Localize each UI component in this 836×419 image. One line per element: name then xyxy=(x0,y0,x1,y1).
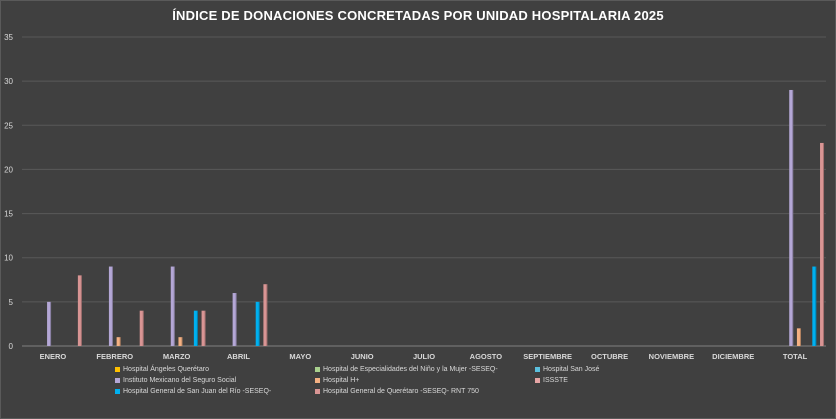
legend-label: Hospital San José xyxy=(543,366,600,373)
bar-shade xyxy=(80,275,82,346)
x-tick-label: JULIO xyxy=(413,352,435,361)
y-tick-label: 15 xyxy=(4,210,13,219)
bar-shade xyxy=(266,284,268,346)
legend-item: Instituto Mexicano del Seguro Social xyxy=(115,377,305,384)
x-tick-label: DICIEMBRE xyxy=(712,352,754,361)
x-tick-label: ABRIL xyxy=(227,352,250,361)
legend-label: Hospital General de Querétaro -SESEQ- RN… xyxy=(323,388,479,395)
bar-shade xyxy=(799,328,801,346)
legend-label: Instituto Mexicano del Seguro Social xyxy=(123,377,237,384)
bar-shade xyxy=(142,310,144,346)
bar xyxy=(108,266,113,346)
legend-item: Hospital San José xyxy=(535,366,735,373)
legend-label: Hospital H+ xyxy=(323,377,360,384)
bar-shade xyxy=(111,266,113,346)
bar-shade xyxy=(119,337,121,346)
x-tick-label: MAYO xyxy=(289,352,311,361)
x-tick-label: TOTAL xyxy=(783,352,808,361)
bar xyxy=(263,284,268,346)
legend-swatch xyxy=(535,378,540,383)
y-tick-label: 20 xyxy=(4,165,13,174)
x-tick-label: FEBRERO xyxy=(96,352,133,361)
x-tick-label: SEPTIEMBRE xyxy=(523,352,572,361)
legend-swatch xyxy=(115,389,120,394)
chart-title: ÍNDICE DE DONACIONES CONCRETADAS POR UNI… xyxy=(172,8,664,23)
legend-swatch xyxy=(315,389,320,394)
bar xyxy=(232,293,237,346)
bar xyxy=(47,301,52,346)
bar xyxy=(116,337,121,346)
legend-swatch xyxy=(315,367,320,372)
bar-shade xyxy=(181,337,183,346)
legend-label: Hospital de Especialidades del Niño y la… xyxy=(323,366,498,373)
x-tick-label: MARZO xyxy=(163,352,191,361)
legend-item: ISSSTE xyxy=(535,377,735,384)
y-tick-label: 35 xyxy=(4,33,13,42)
x-tick-label: OCTUBRE xyxy=(591,352,628,361)
bar-shade xyxy=(173,266,175,346)
legend-item: Hospital H+ xyxy=(315,377,525,384)
bar xyxy=(820,142,825,346)
bar xyxy=(178,337,183,346)
bar-shade xyxy=(50,301,52,346)
bar xyxy=(812,266,817,346)
bar xyxy=(139,310,144,346)
legend-item: Hospital General de San Juan del Río -SE… xyxy=(115,388,305,395)
bar-shade xyxy=(823,142,825,346)
y-tick-label: 5 xyxy=(9,298,14,307)
bar-shade xyxy=(258,301,260,346)
bar xyxy=(193,310,198,346)
legend-swatch xyxy=(535,367,540,372)
x-tick-label: JUNIO xyxy=(351,352,374,361)
bar-shade xyxy=(235,293,237,346)
y-tick-label: 10 xyxy=(4,254,13,263)
x-tick-label: AGOSTO xyxy=(470,352,503,361)
legend-swatch xyxy=(115,367,120,372)
y-tick-label: 0 xyxy=(9,342,14,351)
bar xyxy=(796,328,801,346)
bar xyxy=(77,275,82,346)
legend-item: Hospital General de Querétaro -SESEQ- RN… xyxy=(315,388,525,395)
legend-label: Hospital Ángeles Querétaro xyxy=(123,366,209,373)
x-tick-label: ENERO xyxy=(40,352,67,361)
bar xyxy=(255,301,260,346)
legend-swatch xyxy=(315,378,320,383)
bar-shade xyxy=(196,310,198,346)
y-tick-label: 30 xyxy=(4,77,13,86)
bar xyxy=(201,310,206,346)
bar xyxy=(170,266,175,346)
legend-label: Hospital General de San Juan del Río -SE… xyxy=(123,388,272,395)
y-tick-label: 25 xyxy=(4,121,13,130)
legend-label: ISSSTE xyxy=(543,377,568,384)
legend-swatch xyxy=(115,378,120,383)
bar-shade xyxy=(204,310,206,346)
bar-shade xyxy=(815,266,817,346)
bar xyxy=(789,89,794,346)
chart-legend: Hospital Ángeles Querétaro Hospital de Es… xyxy=(115,366,735,395)
legend-item: Hospital Ángeles Querétaro xyxy=(115,366,305,373)
bar-shade xyxy=(792,89,794,346)
legend-item: Hospital de Especialidades del Niño y la… xyxy=(315,366,525,373)
x-tick-label: NOVIEMBRE xyxy=(649,352,694,361)
